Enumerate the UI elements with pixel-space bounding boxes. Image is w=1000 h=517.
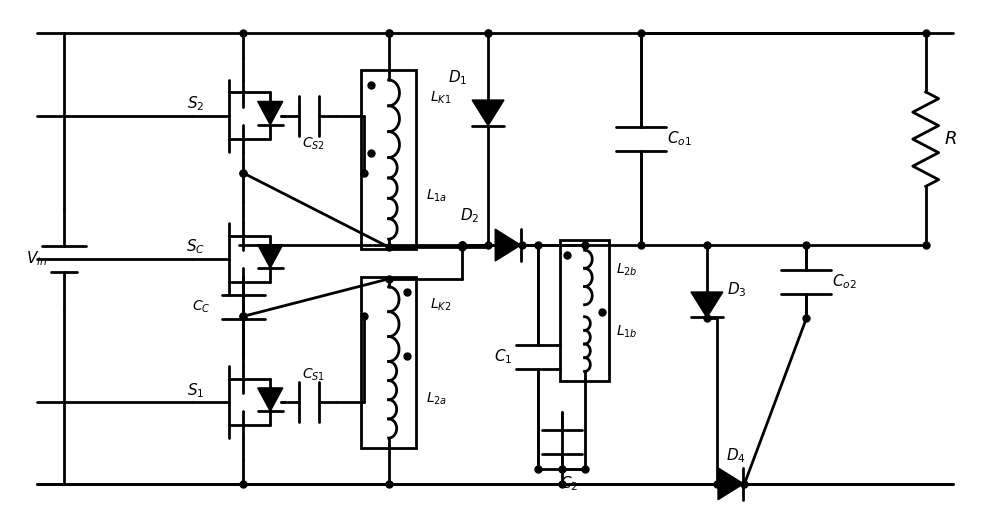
Text: $R$: $R$ bbox=[944, 130, 957, 148]
Polygon shape bbox=[258, 245, 283, 268]
Bar bbox=[361, 70, 416, 249]
Text: $C_{o1}$: $C_{o1}$ bbox=[667, 130, 691, 148]
Text: $C_2$: $C_2$ bbox=[560, 475, 579, 493]
Text: $L_{2a}$: $L_{2a}$ bbox=[426, 391, 447, 407]
Polygon shape bbox=[258, 388, 283, 411]
Bar bbox=[560, 240, 609, 382]
Polygon shape bbox=[691, 292, 723, 317]
Text: $D_4$: $D_4$ bbox=[726, 447, 746, 465]
Text: $D_1$: $D_1$ bbox=[448, 69, 468, 87]
Polygon shape bbox=[718, 468, 743, 500]
Text: $C_{S1}$: $C_{S1}$ bbox=[302, 366, 326, 383]
Polygon shape bbox=[472, 100, 504, 126]
Text: $D_2$: $D_2$ bbox=[460, 206, 480, 224]
Text: $C_1$: $C_1$ bbox=[494, 347, 512, 367]
Text: $D_3$: $D_3$ bbox=[727, 281, 747, 299]
Text: $C_C$: $C_C$ bbox=[192, 298, 211, 315]
Text: $S_C$: $S_C$ bbox=[186, 238, 205, 256]
Text: $C_{o2}$: $C_{o2}$ bbox=[832, 272, 857, 291]
Text: $L_{1b}$: $L_{1b}$ bbox=[616, 324, 637, 340]
Bar bbox=[361, 277, 416, 448]
Text: $S_2$: $S_2$ bbox=[187, 95, 204, 113]
Text: $V_{in}$: $V_{in}$ bbox=[26, 250, 47, 268]
Text: $C_{S2}$: $C_{S2}$ bbox=[302, 135, 326, 152]
Text: $L_{K1}$: $L_{K1}$ bbox=[430, 89, 451, 106]
Text: $L_{1a}$: $L_{1a}$ bbox=[426, 187, 447, 204]
Polygon shape bbox=[258, 101, 283, 125]
Polygon shape bbox=[495, 229, 521, 261]
Text: $L_{K2}$: $L_{K2}$ bbox=[430, 297, 451, 313]
Text: $S_1$: $S_1$ bbox=[187, 381, 204, 400]
Text: $L_{2b}$: $L_{2b}$ bbox=[616, 262, 637, 278]
